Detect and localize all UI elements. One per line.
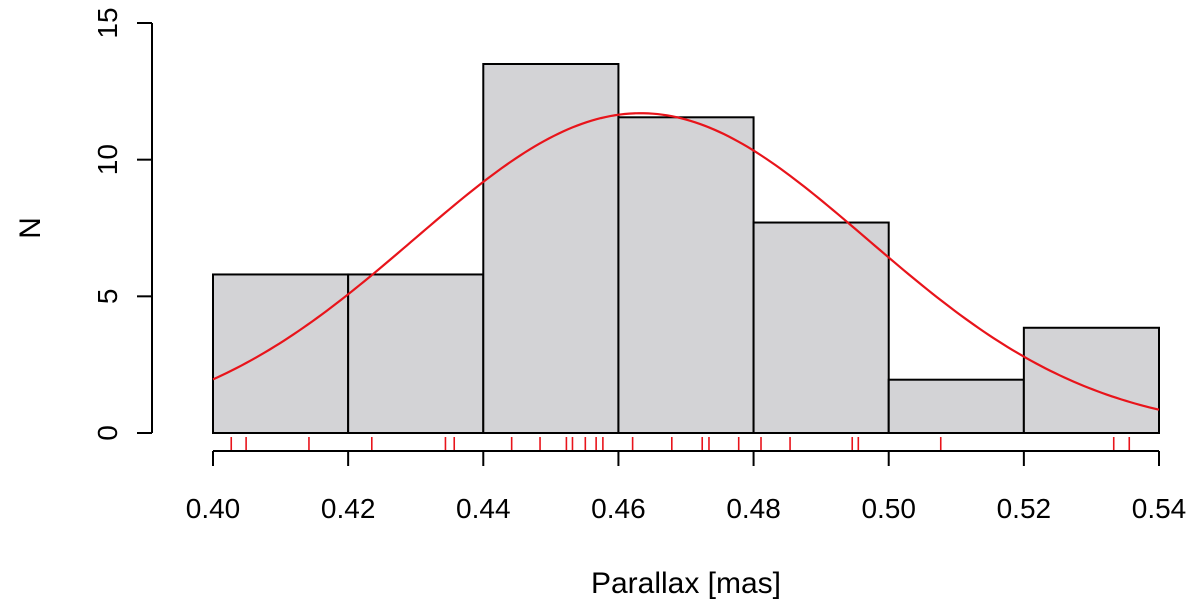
histogram-bar	[617, 116, 755, 435]
y-axis-ticks: 0 5 10 15	[92, 7, 152, 441]
x-tick-label: 0.52	[997, 493, 1052, 524]
y-axis-title: N	[14, 217, 47, 239]
density-curve-layer	[212, 112, 1160, 411]
axes	[151, 23, 1159, 452]
histogram-bar	[347, 273, 485, 435]
x-axis-ticks: 0.40 0.42 0.44 0.46 0.48 0.50 0.52 0.54	[186, 451, 1187, 524]
density-curve	[212, 112, 1160, 411]
y-tick-label: 5	[92, 289, 123, 305]
x-tick-label: 0.44	[456, 493, 511, 524]
x-tick-label: 0.50	[861, 493, 916, 524]
histogram-bar	[1022, 326, 1160, 434]
histogram-bar	[482, 63, 620, 434]
x-tick-label: 0.40	[186, 493, 241, 524]
histogram-bar	[752, 221, 890, 434]
histogram-bar	[887, 378, 1025, 435]
histogram-bars	[212, 63, 1160, 435]
histogram-bar	[212, 273, 350, 435]
y-tick-label: 15	[92, 7, 123, 38]
x-tick-label: 0.46	[591, 493, 646, 524]
y-tick-label: 0	[92, 425, 123, 441]
x-tick-label: 0.48	[726, 493, 781, 524]
x-tick-label: 0.42	[321, 493, 376, 524]
x-tick-label: 0.54	[1132, 493, 1187, 524]
rug-marks	[230, 437, 1131, 451]
x-axis-title: Parallax [mas]	[591, 567, 781, 600]
y-tick-label: 10	[92, 144, 123, 175]
